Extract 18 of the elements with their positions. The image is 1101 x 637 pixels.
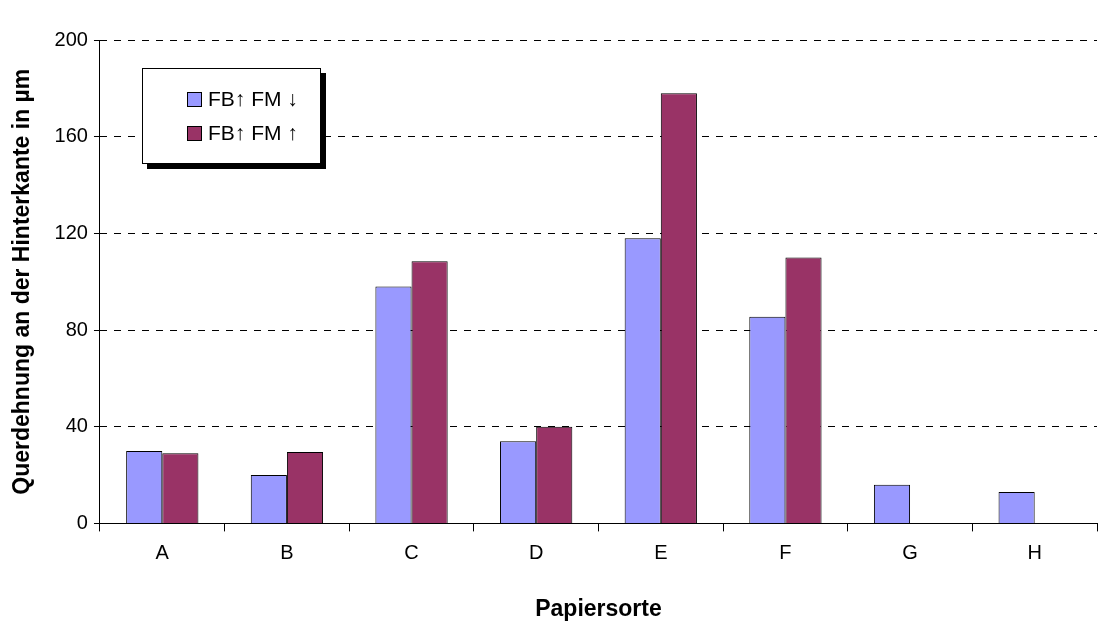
y-tick-label: 200 [54, 27, 88, 50]
x-tick-label: H [1027, 540, 1042, 563]
x-tick-label: G [902, 540, 918, 563]
x-tick-label: A [155, 540, 170, 563]
legend-label: FB↑ FM ↑ [207, 121, 298, 145]
x-axis-title: Papiersorte [535, 594, 662, 621]
y-tick-label: 120 [54, 220, 88, 243]
y-tick-label: 80 [65, 317, 88, 340]
x-tick-label: C [404, 540, 419, 563]
y-tick-label: 0 [76, 510, 88, 533]
y-tick-label: 160 [54, 124, 88, 147]
y-axis-title: Querdehnung an der Hinterkante in µm [8, 68, 35, 495]
y-tick-label: 40 [65, 414, 88, 437]
x-tick-label: E [654, 540, 668, 563]
x-tick-label: B [280, 540, 294, 563]
x-tick-label: F [779, 540, 792, 563]
legend-label: FB↑ FM ↓ [207, 87, 298, 111]
x-tick-label: D [528, 540, 544, 563]
